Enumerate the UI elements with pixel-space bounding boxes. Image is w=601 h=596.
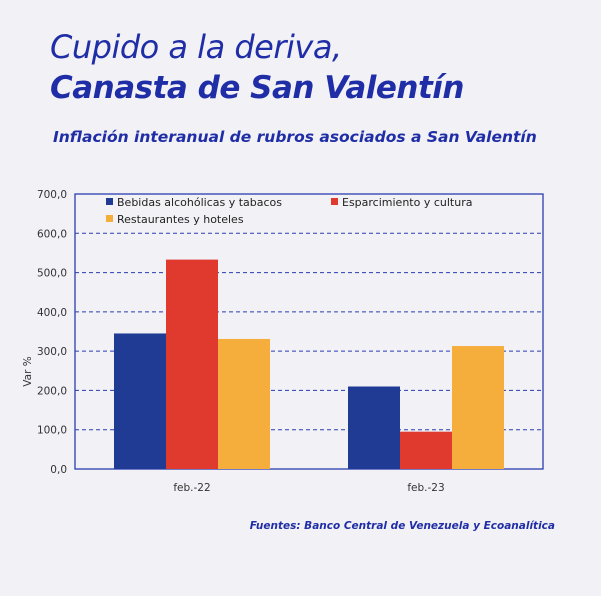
chart-subtitle: Inflación interanual de rubros asociados… [53,128,537,146]
legend-label: Restaurantes y hoteles [117,213,244,226]
y-axis-label: Var % [22,356,34,386]
x-tick-label: feb.-23 [407,482,444,494]
legend-swatch [331,198,338,205]
bar [348,386,400,469]
legend-swatch [106,215,113,222]
legend-label: Bebidas alcohólicas y tabacos [117,196,282,209]
y-tick-label: 100,0 [37,425,67,437]
bar [166,259,218,469]
y-tick-label: 600,0 [37,228,67,240]
plot-frame [74,193,544,470]
source-note: Fuentes: Banco Central de Venezuela y Ec… [249,520,555,532]
bar [114,333,166,469]
bar [218,338,270,469]
y-tick-label: 300,0 [37,346,67,358]
title-line-1: Cupido a la deriva, [50,28,342,66]
bar [400,431,452,469]
title-line-2: Canasta de San Valentín [50,70,465,106]
bar [452,346,504,469]
y-tick-label: 700,0 [37,189,67,201]
y-tick-label: 500,0 [37,268,67,280]
legend-label: Esparcimiento y cultura [342,196,472,209]
legend-swatch [106,198,113,205]
x-tick-label: feb.-22 [173,482,210,494]
y-tick-label: 200,0 [37,385,67,397]
y-tick-label: 0,0 [50,464,67,476]
y-tick-label: 400,0 [37,307,67,319]
